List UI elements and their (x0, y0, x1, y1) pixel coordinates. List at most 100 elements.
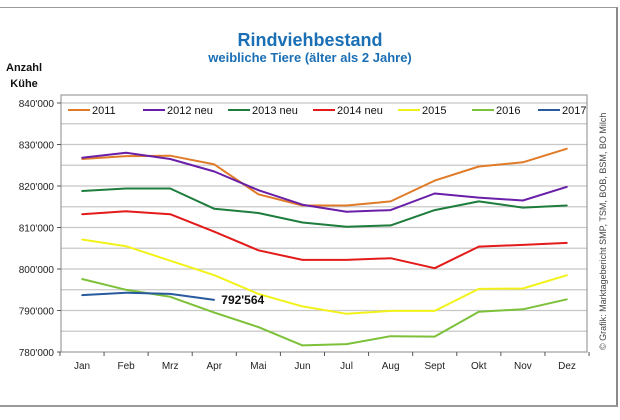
data-point (566, 242, 568, 244)
data-point (169, 213, 171, 216)
data-point (478, 288, 480, 290)
x-tick-label: Dez (558, 361, 576, 372)
data-point (433, 192, 436, 195)
data-point (81, 278, 83, 280)
data-point (478, 310, 480, 313)
data-point (478, 165, 480, 168)
data-point (522, 244, 524, 246)
data-point (81, 294, 83, 296)
legend-label: 2014 neu (337, 105, 383, 117)
data-point (566, 298, 568, 301)
legend-label: 2013 neu (252, 105, 298, 117)
data-point (81, 190, 83, 192)
data-point (81, 213, 83, 216)
data-point (345, 313, 348, 315)
y-tick-label: 810'000 (19, 224, 55, 235)
data-point (169, 158, 171, 160)
data-point (125, 155, 127, 157)
data-point (522, 206, 524, 209)
data-point (478, 245, 480, 248)
data-point (389, 335, 392, 338)
data-point (478, 196, 480, 199)
data-point (257, 193, 260, 196)
legend-label: 2011 (92, 105, 116, 117)
data-point (213, 311, 216, 314)
data-point (257, 189, 260, 191)
data-point (169, 293, 171, 295)
data-point (389, 257, 392, 260)
data-point (125, 291, 127, 294)
x-tick-label: Nov (514, 361, 532, 372)
data-point (389, 224, 392, 227)
data-point (301, 344, 304, 347)
x-tick-label: Okt (471, 361, 487, 372)
data-point (125, 210, 127, 213)
data-point (257, 293, 260, 295)
data-point (345, 259, 348, 261)
data-point (566, 147, 568, 150)
x-tick-label: Jul (340, 361, 353, 372)
data-point (81, 238, 83, 241)
legend-label: 2017 (562, 105, 586, 117)
data-point (345, 343, 348, 345)
series-line-2011 (81, 147, 568, 207)
y-axis-label-line2: Kühe (10, 78, 38, 90)
data-point (125, 288, 127, 291)
chart-frame (0, 7, 618, 407)
data-point (213, 170, 216, 173)
series-line-2016 (81, 278, 568, 347)
data-point (522, 161, 524, 164)
data-point (257, 249, 260, 252)
plot-area-border (60, 94, 588, 353)
y-tick-label: 840'000 (19, 99, 55, 110)
series-line-2013-neu (81, 187, 568, 228)
data-point (566, 274, 568, 277)
data-point (566, 204, 568, 207)
legend-label: 2015 (422, 105, 446, 117)
x-tick-label: Aug (382, 361, 400, 372)
data-point (213, 208, 216, 210)
data-point (125, 187, 127, 190)
data-point (433, 179, 436, 182)
data-label-2017-apr: 792'564 (221, 293, 264, 307)
data-point (169, 259, 171, 262)
x-tick-label: Jun (294, 361, 310, 372)
x-tick-label: Mrz (162, 361, 179, 372)
data-point (169, 296, 171, 298)
data-point (213, 230, 216, 233)
series-line-2012-neu (81, 151, 568, 213)
data-point (433, 209, 436, 211)
data-point (169, 154, 171, 157)
data-point (81, 156, 83, 159)
x-tick-label: Feb (117, 361, 135, 372)
y-tick-label: 790'000 (19, 307, 55, 318)
data-point (522, 199, 524, 202)
data-point (433, 335, 436, 338)
data-point (389, 200, 392, 203)
data-point (478, 200, 480, 203)
x-tick-label: Sept (424, 361, 445, 372)
data-point (389, 310, 392, 312)
data-point (566, 186, 568, 188)
data-point (345, 204, 348, 207)
x-tick-label: Jan (74, 361, 90, 372)
data-point (301, 305, 304, 308)
data-point (345, 225, 348, 228)
y-axis-label-line1: Anzahl (6, 62, 43, 74)
data-point (301, 259, 304, 261)
data-point (345, 210, 348, 213)
data-point (522, 287, 524, 290)
data-point (522, 308, 524, 311)
x-tick-label: Mai (250, 361, 266, 372)
data-point (169, 187, 171, 190)
data-point (301, 221, 304, 224)
data-point (301, 203, 304, 206)
data-point (433, 310, 436, 312)
data-point (213, 274, 216, 277)
x-tick-label: Apr (206, 361, 222, 372)
data-point (213, 163, 216, 166)
data-point (257, 326, 260, 328)
data-point (433, 267, 436, 269)
series-line-2017 (81, 291, 215, 301)
